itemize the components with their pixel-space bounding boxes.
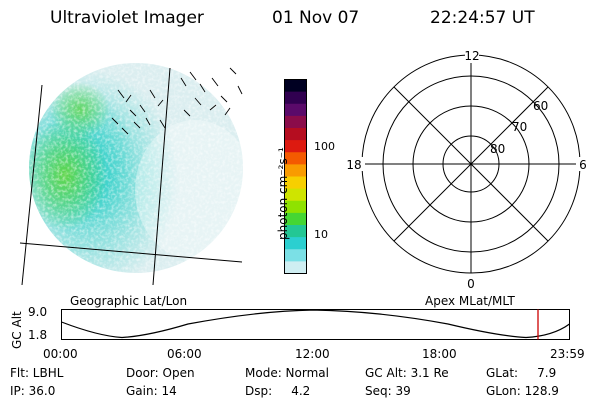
colorbar-segment <box>284 237 307 250</box>
mlt-label-0: 0 <box>467 277 475 290</box>
door-info: Door: Open <box>126 366 195 380</box>
lat-lon-grid <box>19 67 243 286</box>
colorbar-segment <box>284 249 307 262</box>
colorbar-segment <box>284 128 307 141</box>
lat-label-70: 70 <box>512 120 527 134</box>
colorbar-segment <box>284 188 307 202</box>
colorbar-segment <box>284 261 307 274</box>
auroral-image <box>19 63 243 286</box>
colorbar-segment <box>284 176 307 190</box>
colorbar-segment <box>284 91 307 105</box>
colorbar-segment <box>284 103 307 117</box>
colorbar-tick-100: 100 <box>314 140 335 153</box>
observation-date: 01 Nov 07 <box>272 8 360 28</box>
altitude-tick-high: 9.0 <box>28 305 48 319</box>
color-scale-bar <box>284 79 307 274</box>
gc-alt-info: GC Alt: 3.1 Re <box>365 366 449 380</box>
colorbar-segment <box>284 79 307 93</box>
mlt-label-6: 6 <box>579 158 587 172</box>
ip-info: IP: 36.0 <box>10 384 56 398</box>
polar-grid: 12 18 6 0 60 70 80 <box>345 50 590 290</box>
colorbar-unit-label: photon cm⁻²s⁻¹ <box>276 147 290 240</box>
observation-time: 22:24:57 UT <box>430 8 535 28</box>
altitude-tick-low: 1.8 <box>28 328 48 342</box>
gain-info: Gain: 14 <box>126 384 177 398</box>
seq-info: Seq: 39 <box>365 384 411 398</box>
dsp-info: Dsp: 4.2 <box>245 384 311 398</box>
lat-label-80: 80 <box>490 142 505 156</box>
time-tick-1200: 12:00 <box>295 347 330 361</box>
time-tick-2359: 23:59 <box>550 347 585 361</box>
mlt-label-18: 18 <box>346 158 361 172</box>
time-tick-0600: 06:00 <box>167 347 202 361</box>
glat-info: GLat: 7.9 <box>486 366 557 380</box>
colorbar-segment <box>284 115 307 129</box>
colorbar-tick-10: 10 <box>314 228 328 241</box>
filter-info: Flt: LBHL <box>10 366 64 380</box>
mode-info: Mode: Normal <box>245 366 329 380</box>
time-tick-1800: 18:00 <box>422 347 457 361</box>
mlt-label-12: 12 <box>464 50 479 63</box>
image-disk <box>29 63 243 273</box>
colorbar-segment <box>284 212 307 226</box>
coastline-marks <box>111 67 243 135</box>
altitude-plot <box>61 309 570 340</box>
altitude-curve <box>61 309 570 339</box>
lat-label-60: 60 <box>533 99 548 113</box>
colorbar-segment <box>284 164 307 178</box>
colorbar-segment <box>284 225 307 238</box>
altitude-axis-label: GC Alt <box>10 311 24 349</box>
colorbar-segment <box>284 140 307 153</box>
colorbar-segment <box>284 200 307 214</box>
colorbar-segment <box>284 152 307 165</box>
instrument-title: Ultraviolet Imager <box>50 8 204 28</box>
time-tick-0000: 00:00 <box>43 347 78 361</box>
glon-info: GLon: 128.9 <box>486 384 559 398</box>
apex-label: Apex MLat/MLT <box>425 294 515 308</box>
geographic-label: Geographic Lat/Lon <box>70 294 188 308</box>
